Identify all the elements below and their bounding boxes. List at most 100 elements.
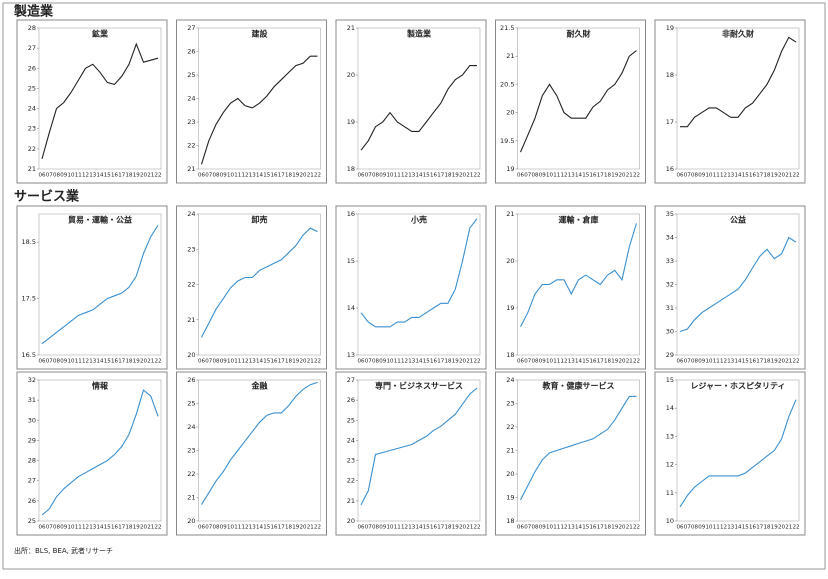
- y-tick-label: 20: [187, 351, 195, 359]
- x-tick-label: 19: [292, 525, 299, 531]
- x-tick-label: 20: [778, 525, 785, 531]
- y-tick-label: 21: [187, 165, 195, 173]
- x-tick-label: 20: [300, 359, 307, 365]
- x-tick-label: 08: [372, 525, 379, 531]
- x-tick-label: 12: [561, 359, 568, 365]
- plot-area: [357, 379, 481, 522]
- x-tick-label: 10: [227, 173, 234, 179]
- x-tick-label: 12: [720, 359, 727, 365]
- x-tick-label: 10: [546, 173, 553, 179]
- x-tick-label: 15: [263, 359, 270, 365]
- x-tick-label: 10: [706, 173, 713, 179]
- y-tick-label: 21: [187, 316, 195, 324]
- x-tick-label: 19: [611, 173, 618, 179]
- x-tick-label: 22: [474, 359, 481, 365]
- series-line: [679, 399, 797, 508]
- x-tick-label: 12: [82, 359, 89, 365]
- x-tick-label: 07: [365, 525, 372, 531]
- x-tick-label: 14: [735, 173, 742, 179]
- x-tick-label: 07: [684, 359, 691, 365]
- x-tick-label: 19: [611, 525, 618, 531]
- x-tick-label: 10: [387, 359, 394, 365]
- x-tick-label: 14: [256, 525, 263, 531]
- x-tick-label: 07: [46, 359, 53, 365]
- y-tick-label: 30: [28, 416, 36, 424]
- x-tick-label: 17: [756, 359, 763, 365]
- chart-title: 鉱業: [92, 29, 109, 39]
- x-tick-label: 19: [452, 173, 459, 179]
- x-tick-label: 06: [198, 359, 205, 365]
- x-tick-label: 16: [430, 359, 437, 365]
- x-tick-label: 11: [394, 359, 401, 365]
- chart-title: 耐久財: [567, 29, 591, 39]
- x-tick-label: 17: [118, 525, 125, 531]
- x-tick-label: 07: [684, 173, 691, 179]
- section-title: 製造業: [13, 4, 54, 20]
- x-tick-label: 14: [97, 525, 104, 531]
- x-tick-label: 14: [416, 173, 423, 179]
- y-tick-label: 28: [28, 24, 36, 32]
- x-tick-label: 08: [691, 525, 698, 531]
- x-tick-label: 13: [249, 359, 256, 365]
- y-tick-label: 16: [666, 165, 674, 173]
- plot-area: [357, 213, 481, 356]
- x-tick-label: 20: [300, 173, 307, 179]
- x-tick-label: 07: [205, 359, 212, 365]
- x-tick-label: 11: [234, 173, 241, 179]
- y-tick-label: 27: [187, 24, 195, 32]
- x-tick-label: 18: [604, 359, 611, 365]
- x-tick-label: 22: [793, 359, 800, 365]
- x-tick-label: 09: [379, 525, 386, 531]
- x-tick-label: 10: [546, 359, 553, 365]
- y-tick-label: 33: [666, 257, 674, 265]
- x-tick-label: 19: [771, 359, 778, 365]
- y-tick-label: 24: [28, 105, 36, 113]
- y-tick-label: 14: [666, 404, 674, 412]
- x-tick-label: 16: [111, 525, 118, 531]
- plot-area: [517, 27, 640, 170]
- x-tick-label: 14: [575, 525, 582, 531]
- series-line: [41, 42, 159, 160]
- x-tick-label: 22: [793, 525, 800, 531]
- x-tick-label: 20: [140, 525, 147, 531]
- x-tick-label: 20: [140, 173, 147, 179]
- x-tick-label: 19: [452, 525, 459, 531]
- x-tick-label: 15: [423, 173, 430, 179]
- x-tick-label: 13: [727, 525, 734, 531]
- x-tick-label: 18: [126, 173, 133, 179]
- series-line: [360, 218, 478, 328]
- x-tick-label: 08: [213, 173, 220, 179]
- y-tick-label: 31: [666, 304, 674, 312]
- y-tick-label: 34: [666, 234, 674, 242]
- x-tick-label: 14: [97, 359, 104, 365]
- x-tick-label: 06: [39, 173, 46, 179]
- x-tick-label: 08: [53, 173, 60, 179]
- x-tick-label: 13: [89, 525, 96, 531]
- x-tick-label: 10: [68, 173, 75, 179]
- x-tick-label: 06: [39, 525, 46, 531]
- x-tick-label: 19: [133, 359, 140, 365]
- x-tick-label: 15: [104, 525, 111, 531]
- x-tick-label: 13: [89, 359, 96, 365]
- x-tick-label: 06: [39, 359, 46, 365]
- x-tick-label: 21: [466, 173, 473, 179]
- y-tick-label: 23: [347, 457, 355, 465]
- section-title: サービス業: [14, 189, 80, 205]
- x-tick-label: 09: [60, 359, 67, 365]
- x-tick-label: 18: [604, 173, 611, 179]
- x-tick-label: 18: [604, 525, 611, 531]
- y-tick-label: 21.5: [500, 24, 514, 32]
- chart-box: [495, 19, 646, 184]
- x-tick-label: 21: [147, 173, 154, 179]
- chart-box: [176, 371, 327, 536]
- x-tick-label: 12: [561, 525, 568, 531]
- chart-title: 建設: [251, 29, 269, 39]
- x-tick-label: 10: [68, 359, 75, 365]
- x-tick-label: 11: [713, 173, 720, 179]
- x-tick-label: 08: [53, 359, 60, 365]
- y-tick-label: 25: [187, 71, 195, 79]
- chart-title: 情報: [91, 381, 109, 391]
- x-tick-label: 08: [532, 173, 539, 179]
- x-tick-label: 12: [242, 173, 249, 179]
- x-tick-label: 20: [300, 525, 307, 531]
